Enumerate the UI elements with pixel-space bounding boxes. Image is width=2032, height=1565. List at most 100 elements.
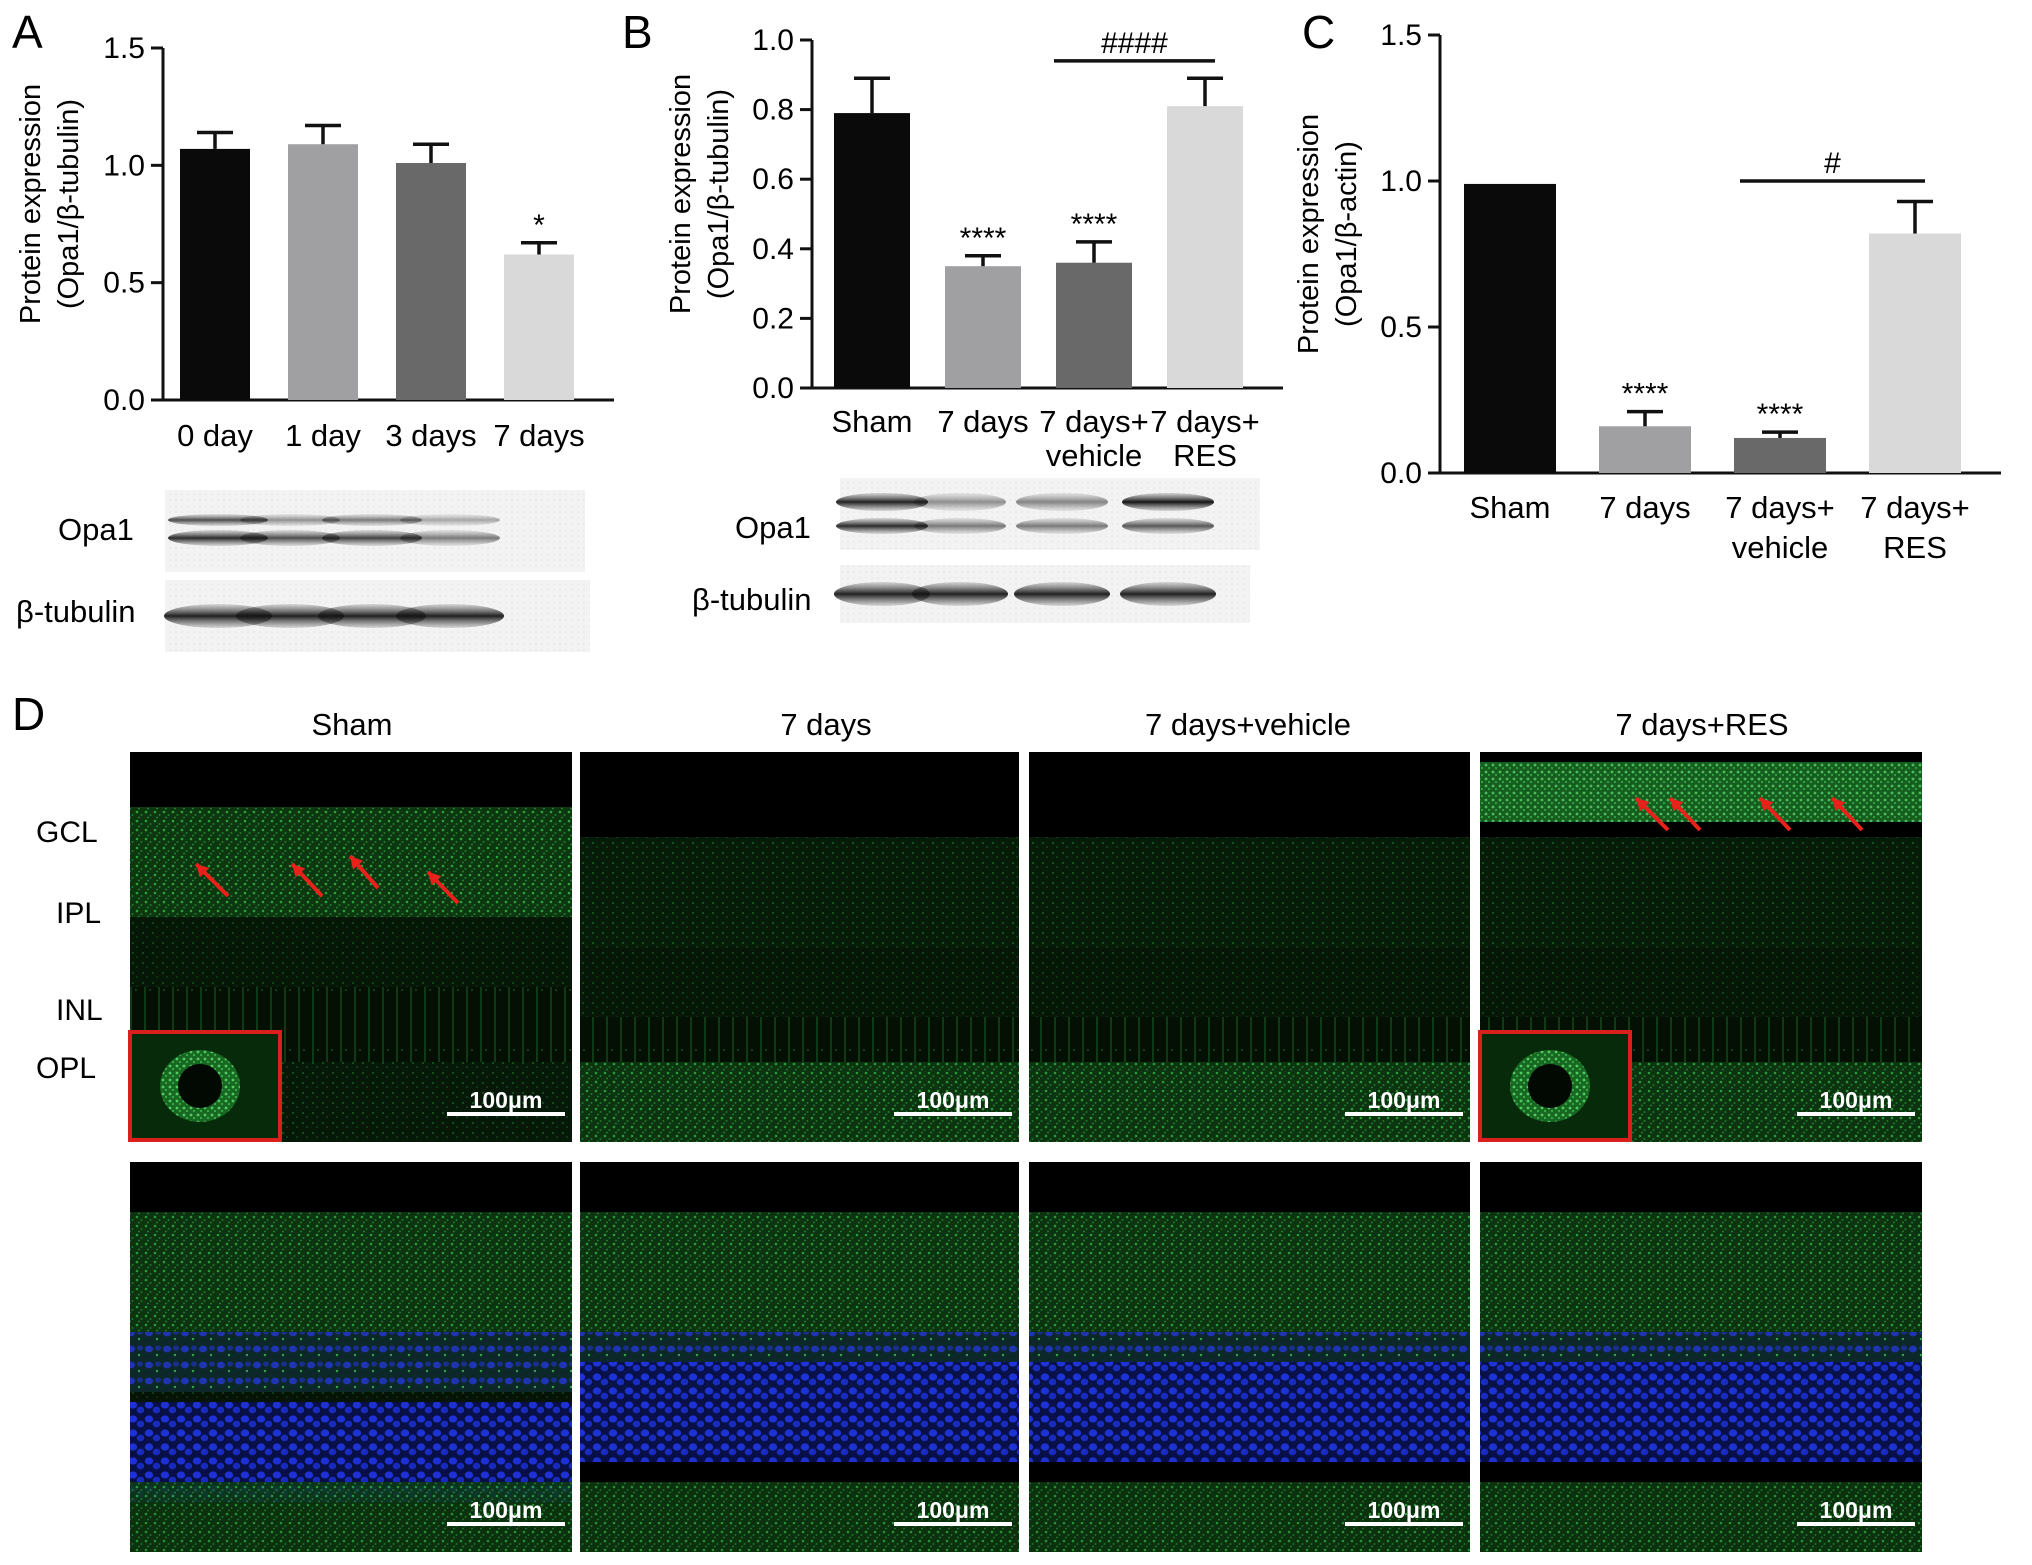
blot-band [400, 514, 500, 526]
category-label: RES [1173, 438, 1237, 473]
blot-band [912, 582, 1008, 606]
red-arrow-icon [194, 862, 230, 898]
blot-band [836, 493, 928, 511]
bar [180, 148, 250, 400]
micro-col-title-7days: 7 days [780, 707, 871, 742]
y-axis-label: (Opa1/β-tubulin) [53, 99, 85, 309]
layer-label-gcl: GCL [36, 816, 98, 849]
layer-label-opl: OPL [36, 1052, 96, 1085]
y-tick-label: 0.5 [1380, 311, 1422, 344]
blot-band [1016, 518, 1108, 534]
category-label: 7 days [1599, 490, 1690, 525]
bar [1734, 437, 1826, 473]
panel-label-a: A [12, 6, 43, 58]
y-tick-label: 1.0 [752, 24, 794, 57]
blot-band [236, 604, 344, 628]
blot-band [240, 514, 340, 526]
blot-band [318, 604, 426, 628]
significance-marker: **** [1071, 208, 1118, 241]
significance-marker: **** [1757, 398, 1804, 431]
y-tick-label: 1.5 [1380, 19, 1422, 52]
category-label: RES [1883, 530, 1947, 565]
zoom-inset [1478, 1030, 1632, 1142]
red-arrow-icon [348, 854, 380, 890]
y-tick-label: 0.2 [752, 302, 794, 335]
red-arrow-icon [1634, 796, 1670, 832]
blot-band [240, 530, 340, 546]
bar [504, 254, 574, 400]
category-label: 1 day [285, 418, 361, 453]
significance-marker: **** [960, 222, 1007, 255]
category-label: 7 days+ [1150, 404, 1259, 439]
western-blot-b: Opa1 β-tubulin [692, 478, 1260, 623]
scale-bar-label: 100μm [1368, 1087, 1441, 1113]
category-label: Sham [1470, 490, 1551, 525]
y-axis-label: (Opa1/β-actin) [1331, 141, 1363, 327]
y-tick-label: 0.4 [752, 233, 794, 266]
category-label: vehicle [1046, 438, 1143, 473]
red-arrow-icon [426, 870, 460, 905]
blot-band [834, 582, 930, 606]
significance-marker: **** [1622, 378, 1669, 411]
bar [1464, 183, 1556, 474]
blot-b-tubulin-label: β-tubulin [692, 582, 812, 617]
blot-band [168, 530, 268, 546]
bar [396, 162, 466, 400]
scale-bar-label: 100μm [1820, 1087, 1893, 1113]
layer-label-ipl: IPL [56, 897, 101, 930]
y-axis-label: (Opa1/β-tubulin) [703, 89, 735, 299]
y-axis-label: Protein expression [1293, 114, 1325, 354]
y-tick-label: 0.0 [752, 372, 794, 405]
bar [1869, 233, 1961, 473]
blot-b-opa1-membrane [840, 478, 1260, 550]
blot-a-opa1-label: Opa1 [58, 512, 134, 547]
blot-band [168, 514, 268, 526]
blot-band [322, 530, 422, 546]
blot-band [1016, 493, 1108, 511]
category-label: 7 days [493, 418, 584, 453]
y-axis-label: Protein expression [15, 84, 47, 324]
y-tick-label: 1.0 [1380, 165, 1422, 198]
category-label: 3 days [385, 418, 476, 453]
blot-band [914, 518, 1006, 534]
y-tick-label: 0.6 [752, 163, 794, 196]
category-label: 7 days+ [1039, 404, 1148, 439]
scale-bar-label: 100μm [470, 1497, 543, 1523]
panel-label-d: D [12, 688, 45, 740]
blot-b-opa1-label: Opa1 [735, 510, 811, 545]
micro-col-title-sham: Sham [312, 707, 393, 742]
red-arrow-icon [1830, 796, 1864, 832]
red-arrow-icon [1758, 796, 1792, 832]
micro-tile-2-1: 100μm [1029, 1162, 1470, 1552]
bar [945, 266, 1021, 388]
immunofluorescence-panel: Sham 7 days 7 days+vehicle 7 days+RES GC… [36, 707, 1922, 1552]
micro-tile-0-1: 100μm [130, 1162, 572, 1552]
scale-bar-label: 100μm [470, 1087, 543, 1113]
y-tick-label: 0.0 [1380, 457, 1422, 490]
blot-band [400, 530, 500, 546]
y-axis-label: Protein expression [665, 74, 697, 314]
y-tick-label: 0.0 [103, 384, 145, 417]
y-tick-label: 0.5 [103, 267, 145, 300]
category-label: 7 days+ [1860, 490, 1969, 525]
category-label: 0 day [177, 418, 253, 453]
blot-band [836, 518, 928, 534]
blot-band [1122, 493, 1214, 511]
panel-label-c: C [1302, 6, 1335, 58]
bar-chart-c: 0.0 0.5 1.0 1.5 Protein expression (Opa1/β-ac… [1293, 19, 2001, 565]
western-blot-a: Opa1 β-tubulin [16, 490, 590, 652]
blot-a-tubulin-label: β-tubulin [16, 594, 136, 629]
comparison-label: # [1824, 147, 1841, 180]
blot-band [1122, 518, 1214, 534]
scale-bar-label: 100μm [1368, 1497, 1441, 1523]
micro-tile-2-0: 100μm [1029, 752, 1470, 1142]
bar [288, 144, 358, 400]
micro-tile-1-1: 100μm [580, 1162, 1019, 1552]
blot-band [322, 514, 422, 526]
bar [1167, 106, 1243, 389]
comparison-label: #### [1101, 27, 1168, 60]
blot-band [1120, 582, 1216, 606]
micro-col-title-7days-res: 7 days+RES [1615, 707, 1788, 742]
significance-marker: * [533, 209, 545, 242]
category-label: 7 days [937, 404, 1028, 439]
